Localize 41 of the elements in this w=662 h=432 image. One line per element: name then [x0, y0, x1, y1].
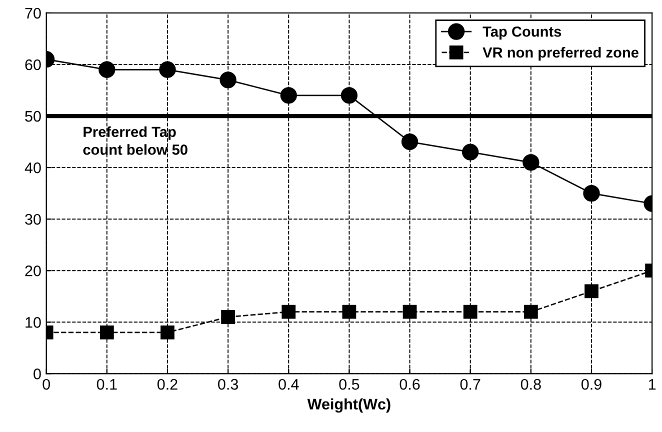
point	[522, 154, 540, 171]
point	[462, 144, 479, 160]
point	[160, 326, 174, 340]
point	[402, 304, 417, 319]
point	[220, 72, 236, 88]
point	[282, 304, 296, 319]
x-tick-label: 0.8	[520, 378, 541, 390]
y-tick-label: 60	[25, 59, 41, 70]
x-tick-label: 0.2	[157, 378, 178, 390]
x-tick-label: 0.1	[96, 378, 117, 390]
x-tick-label: 0.9	[581, 378, 602, 390]
x-tick-label: 0.4	[278, 378, 299, 390]
point	[98, 61, 116, 78]
point	[583, 184, 600, 202]
x-axis-title: Weight(Wc)	[307, 398, 390, 413]
x-tick-label: 0.3	[218, 378, 238, 390]
legend-label: VR non preferred zone	[482, 46, 638, 61]
point	[221, 310, 236, 324]
x-tick-label: 1	[648, 379, 656, 390]
point	[584, 284, 598, 298]
x-tick-label: 0.7	[460, 378, 480, 390]
y-tick-label: 70	[25, 8, 41, 19]
point	[159, 61, 176, 78]
y-tick-label: 50	[25, 110, 41, 122]
point	[463, 304, 478, 319]
y-tick-label: 10	[26, 317, 41, 328]
legend-label: Tap Counts	[482, 26, 562, 40]
point	[340, 87, 358, 104]
y-tick-label: 30	[25, 214, 41, 225]
point	[280, 87, 297, 104]
x-tick-label: 0.6	[400, 378, 420, 390]
point	[342, 304, 356, 319]
x-tick-label: 0.5	[339, 378, 360, 390]
y-tick-label: 40	[24, 162, 41, 174]
point	[524, 304, 538, 319]
x-tick-label: 0	[42, 378, 50, 390]
point	[401, 133, 418, 150]
point	[100, 326, 114, 340]
y-tick-label: 20	[25, 265, 41, 276]
y-tick-label: 0	[34, 368, 41, 380]
ref-line-label: Preferred Tap count below 50	[83, 126, 188, 155]
